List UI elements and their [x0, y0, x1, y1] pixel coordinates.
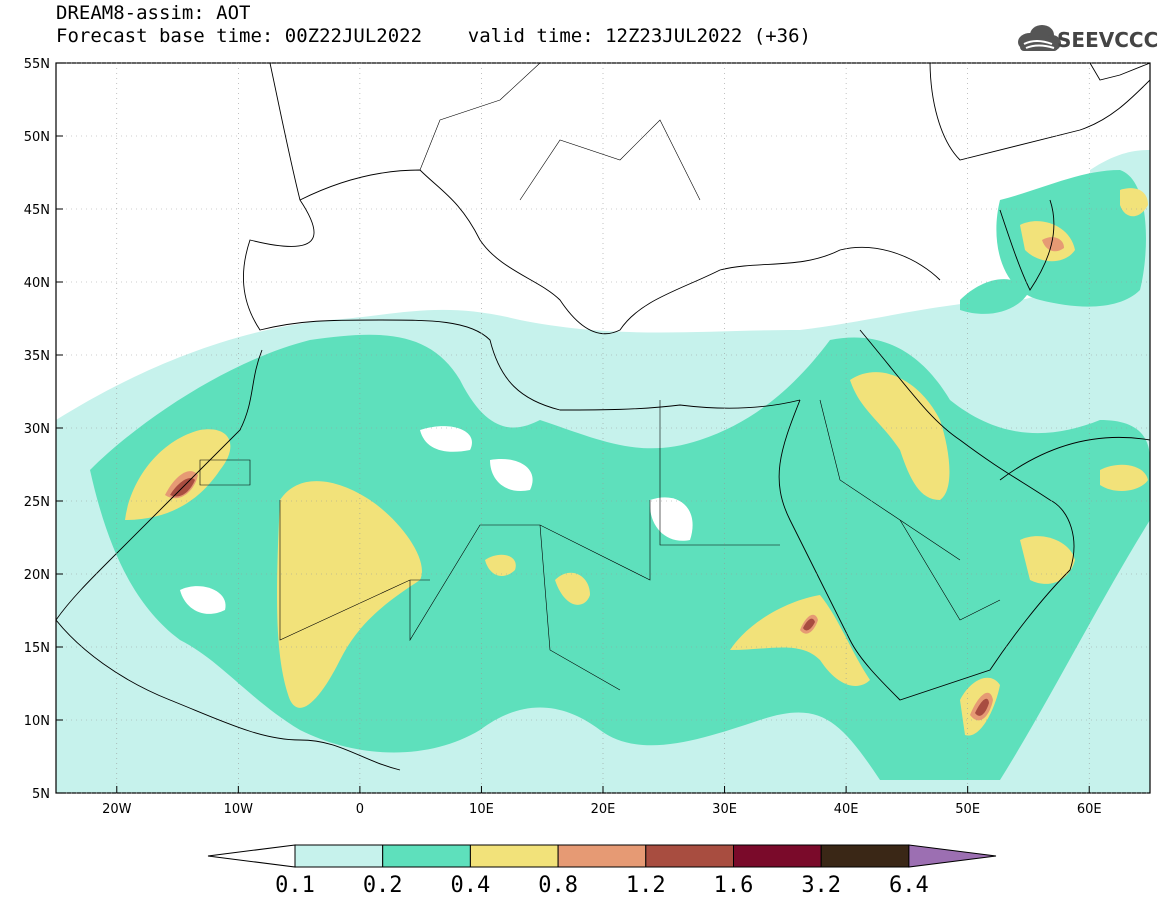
- x-tick-label: 50E: [955, 802, 980, 817]
- y-tick-label: 45N: [24, 203, 50, 218]
- coastlines: [56, 63, 1150, 771]
- colorbar-label: 0.4: [451, 873, 491, 898]
- y-tick-label: 40N: [24, 276, 50, 291]
- map-title: DREAM8-assim: AOT: [56, 2, 251, 24]
- x-tick-label: 0: [356, 802, 364, 817]
- colorbar-swatch: [294, 844, 384, 868]
- colorbar-label: 1.6: [714, 873, 754, 898]
- colorbar-label: 3.2: [801, 873, 841, 898]
- x-tick-label: 10W: [224, 802, 254, 817]
- cloud-logo-icon: [1018, 25, 1061, 51]
- forecast-time-label: Forecast base time: 00Z22JUL2022 valid t…: [56, 25, 811, 47]
- x-tick-label: 20E: [591, 802, 616, 817]
- x-axis: 20W 10W 0 10E 20E 30E 40E 50E 60E: [102, 786, 1102, 817]
- x-tick-label: 10E: [469, 802, 494, 817]
- colorbar-swatch: [645, 844, 734, 868]
- x-tick-label: 60E: [1077, 802, 1102, 817]
- colorbar-label: 6.4: [889, 873, 929, 898]
- seevccc-logo-text: SEEVCCC: [1057, 28, 1159, 52]
- y-tick-label: 25N: [24, 495, 50, 510]
- y-axis: 55N 50N 45N 40N 35N 30N 25N 20N 15N 10N 5N: [24, 57, 63, 802]
- x-tick-label: 30E: [712, 802, 737, 817]
- gridlines: [56, 62, 1150, 794]
- y-tick-label: 35N: [24, 349, 50, 364]
- colorbar-swatch: [733, 844, 822, 868]
- y-tick-label: 10N: [24, 714, 50, 729]
- colorbar-label: 1.2: [626, 873, 666, 898]
- colorbar-swatch: [382, 844, 471, 868]
- colorbar-label: 0.2: [363, 873, 403, 898]
- y-tick-label: 30N: [24, 422, 50, 437]
- borders: [199, 63, 1001, 691]
- aot-field: [56, 150, 1150, 793]
- y-tick-label: 15N: [24, 641, 50, 656]
- y-tick-label: 5N: [32, 787, 50, 802]
- colorbar-label: 0.1: [275, 873, 315, 898]
- y-tick-label: 50N: [24, 130, 50, 145]
- x-tick-label: 40E: [834, 802, 859, 817]
- colorbar-label: 0.8: [538, 873, 578, 898]
- colorbar: 0.1 0.2 0.4 0.8 1.2 1.6 3.2 6.4: [207, 844, 997, 898]
- colorbar-extend-low: [207, 844, 296, 868]
- colorbar-swatch: [469, 844, 559, 868]
- colorbar-extend-high: [908, 844, 997, 868]
- colorbar-swatch: [557, 844, 647, 868]
- colorbar-swatch: [820, 844, 910, 868]
- x-tick-label: 20W: [102, 802, 132, 817]
- y-tick-label: 55N: [24, 57, 50, 72]
- y-tick-label: 20N: [24, 568, 50, 583]
